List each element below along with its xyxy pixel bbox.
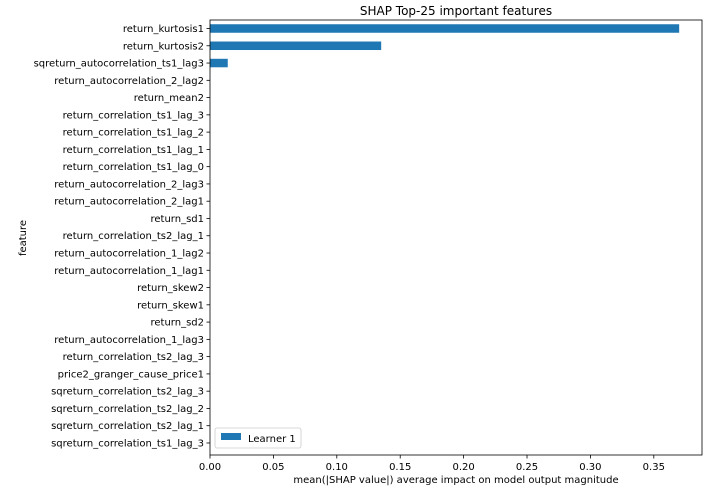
y-tick-label: return_autocorrelation_2_lag3 <box>54 179 204 190</box>
legend-label: Learner 1 <box>248 434 296 445</box>
y-tick-label: return_sd1 <box>151 214 205 225</box>
x-ticks: 0.00 0.05 0.10 0.15 0.20 0.25 0.30 0.35 <box>199 455 665 473</box>
x-tick-label: 0.05 <box>262 462 284 473</box>
y-tick-labels: return_kurtosis1 return_kurtosis2 sqreturn… <box>34 24 210 449</box>
x-tick-label: 0.15 <box>389 462 411 473</box>
y-tick-label: sqreturn_correlation_ts2_lag_3 <box>51 387 204 398</box>
y-tick-label: return_autocorrelation_1_lag3 <box>54 335 204 346</box>
bar <box>210 41 382 51</box>
y-tick-label: return_autocorrelation_2_lag2 <box>54 76 204 87</box>
x-tick-label: 0.25 <box>516 462 538 473</box>
y-tick-label: return_kurtosis2 <box>123 41 204 52</box>
legend-swatch <box>221 433 241 440</box>
y-tick-label: return_skew1 <box>137 300 204 311</box>
y-tick-label: sqreturn_autocorrelation_ts1_lag3 <box>34 59 204 70</box>
y-tick-label: return_correlation_ts1_lag_3 <box>63 110 204 121</box>
y-tick-label: return_correlation_ts2_lag_1 <box>63 231 204 242</box>
y-tick-label: return_sd2 <box>151 318 205 329</box>
y-tick-label: return_mean2 <box>134 93 204 104</box>
y-tick-label: return_autocorrelation_1_lag1 <box>54 266 204 277</box>
y-tick-label: return_correlation_ts1_lag_2 <box>63 128 204 139</box>
x-tick-label: 0.30 <box>579 462 601 473</box>
y-tick-label: sqreturn_correlation_ts2_lag_2 <box>51 404 204 415</box>
x-tick-label: 0.10 <box>326 462 348 473</box>
y-tick-label: return_kurtosis1 <box>123 24 204 35</box>
y-tick-label: return_correlation_ts2_lag_3 <box>63 352 204 363</box>
y-tick-label: price2_granger_cause_price1 <box>58 369 204 380</box>
plot-frame <box>209 19 703 456</box>
y-axis-label: feature <box>18 220 29 256</box>
legend: Learner 1 <box>214 427 302 449</box>
y-tick-label: return_correlation_ts1_lag_1 <box>63 145 204 156</box>
y-tick-label: return_autocorrelation_1_lag2 <box>54 249 204 260</box>
bars-layer <box>210 24 680 68</box>
x-tick-label: 0.00 <box>199 462 221 473</box>
y-tick-label: return_correlation_ts1_lag_0 <box>63 162 204 173</box>
y-tick-label: sqreturn_correlation_ts2_lag_1 <box>51 421 204 432</box>
chart-title: SHAP Top-25 important features <box>360 4 552 18</box>
bar <box>210 58 228 68</box>
y-tick-label: return_skew2 <box>137 283 204 294</box>
y-tick-label: return_autocorrelation_2_lag1 <box>54 197 204 208</box>
x-tick-label: 0.20 <box>452 462 474 473</box>
x-tick-label: 0.35 <box>643 462 665 473</box>
bar <box>210 24 680 33</box>
x-axis-label: mean(|SHAP value|) average impact on mod… <box>293 475 618 486</box>
y-tick-label: sqreturn_correlation_ts1_lag_3 <box>51 438 204 449</box>
